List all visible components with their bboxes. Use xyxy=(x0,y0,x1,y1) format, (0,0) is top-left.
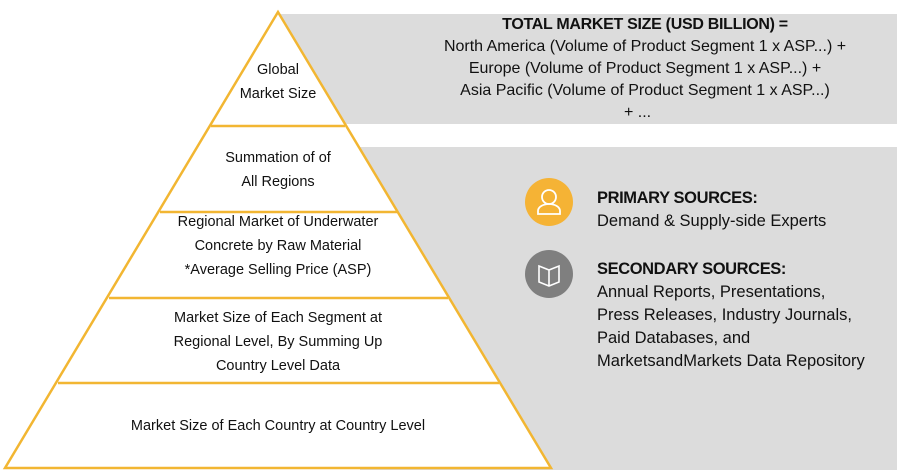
level-segment: Market Size of Each Segment at Regional … xyxy=(173,310,383,374)
primary-title: PRIMARY SOURCES: xyxy=(597,189,758,207)
secondary-text: Annual Reports, Presentations, Press Rel… xyxy=(597,283,865,370)
primary-sources: PRIMARY SOURCES: Demand & Supply-side Ex… xyxy=(597,187,877,233)
secondary-sources: SECONDARY SOURCES: Annual Reports, Prese… xyxy=(597,258,867,373)
book-icon xyxy=(525,250,573,298)
formula-line: Europe (Volume of Product Segment 1 x AS… xyxy=(468,60,822,77)
pyramid-outline xyxy=(2,9,554,470)
secondary-title: SECONDARY SOURCES: xyxy=(597,260,786,278)
formula-panel xyxy=(280,14,897,124)
level-country: Market Size of Each Country at Country L… xyxy=(130,418,426,434)
person-icon xyxy=(525,178,573,226)
level-regions: Summation of of All Regions xyxy=(225,150,331,190)
formula-title: TOTAL MARKET SIZE (USD BILLION) = xyxy=(502,16,788,33)
formula: TOTAL MARKET SIZE (USD BILLION) = North … xyxy=(400,14,890,124)
level-global: Global Market Size xyxy=(239,62,317,102)
level-regional-market: Regional Market of Underwater Concrete b… xyxy=(177,214,379,278)
formula-line: North America (Volume of Product Segment… xyxy=(443,38,847,55)
formula-line: + ... xyxy=(624,104,652,121)
formula-line: Asia Pacific (Volume of Product Segment … xyxy=(460,82,830,99)
primary-text: Demand & Supply-side Experts xyxy=(597,212,827,230)
